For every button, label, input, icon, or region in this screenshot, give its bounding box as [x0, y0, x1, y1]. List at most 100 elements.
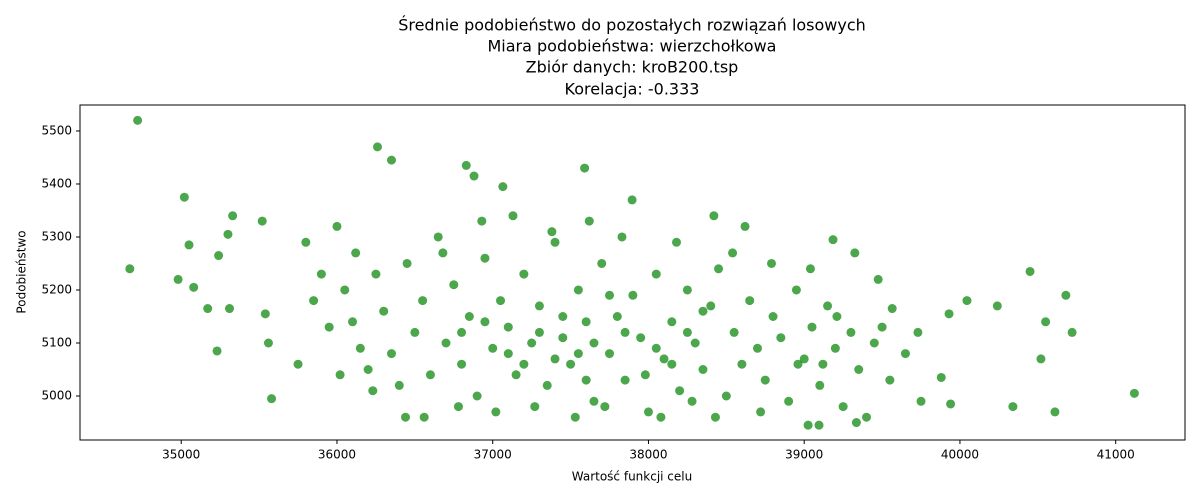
point	[324, 322, 334, 332]
point	[534, 327, 544, 337]
chart-subtitle: Zbiór danych: kroB200.tsp	[526, 58, 739, 77]
y-tick-label: 5100	[41, 335, 72, 349]
x-tick-label: 37000	[474, 448, 512, 462]
point	[728, 248, 738, 258]
point	[488, 343, 498, 353]
point	[293, 359, 303, 369]
point	[818, 359, 828, 369]
point	[714, 264, 724, 274]
y-tick-label: 5000	[41, 389, 72, 403]
point	[469, 171, 479, 181]
point	[441, 338, 451, 348]
point	[675, 386, 685, 396]
point	[830, 343, 840, 353]
point	[368, 386, 378, 396]
point	[184, 240, 194, 250]
point	[793, 359, 803, 369]
point	[851, 418, 861, 428]
point	[581, 375, 591, 385]
point	[667, 359, 677, 369]
point	[214, 251, 224, 261]
point	[419, 412, 429, 422]
point	[828, 235, 838, 245]
point	[472, 391, 482, 401]
point	[527, 338, 537, 348]
point	[729, 327, 739, 337]
point	[503, 322, 513, 332]
x-tick-label: 40000	[941, 448, 979, 462]
point	[491, 407, 501, 417]
point	[371, 269, 381, 279]
point	[1041, 317, 1051, 327]
point	[225, 304, 235, 314]
point	[659, 354, 669, 364]
point	[671, 237, 681, 247]
point	[1061, 290, 1071, 300]
point	[823, 301, 833, 311]
point	[760, 375, 770, 385]
point	[480, 253, 490, 263]
point	[547, 227, 557, 237]
point	[425, 370, 435, 380]
point	[212, 346, 222, 356]
point	[503, 349, 513, 359]
point	[597, 258, 607, 268]
point	[1129, 388, 1139, 398]
point	[394, 380, 404, 390]
point	[550, 237, 560, 247]
point	[643, 407, 653, 417]
point	[1067, 327, 1077, 337]
point	[640, 370, 650, 380]
point	[351, 248, 361, 258]
point	[687, 396, 697, 406]
point	[944, 309, 954, 319]
point	[605, 290, 615, 300]
point	[386, 155, 396, 165]
point	[203, 304, 213, 314]
point	[620, 375, 630, 385]
point	[355, 343, 365, 353]
point	[605, 349, 615, 359]
point	[228, 211, 238, 221]
point	[628, 290, 638, 300]
point	[768, 311, 778, 321]
point	[189, 282, 199, 292]
point	[873, 274, 883, 284]
point	[776, 333, 786, 343]
point	[869, 338, 879, 348]
plot-frame	[79, 104, 1186, 441]
point	[457, 327, 467, 337]
point	[656, 412, 666, 422]
point	[913, 327, 923, 337]
y-tick-label: 5500	[41, 123, 72, 137]
point	[838, 402, 848, 412]
point	[542, 380, 552, 390]
point	[449, 280, 459, 290]
point	[316, 269, 326, 279]
point	[740, 221, 750, 231]
point	[309, 296, 319, 306]
point	[877, 322, 887, 332]
point	[962, 296, 972, 306]
point	[651, 269, 661, 279]
chart-subtitle: Korelacja: -0.333	[565, 80, 700, 99]
point	[620, 327, 630, 337]
chart-title: Średnie podobieństwo do pozostałych rozw…	[398, 16, 866, 35]
point	[698, 306, 708, 316]
point	[709, 211, 719, 221]
point	[850, 248, 860, 258]
point	[752, 343, 762, 353]
point	[457, 359, 467, 369]
point	[379, 306, 389, 316]
point	[511, 370, 521, 380]
point	[566, 359, 576, 369]
point	[600, 402, 610, 412]
point	[992, 301, 1002, 311]
point	[721, 391, 731, 401]
x-tick-label: 41000	[1097, 448, 1135, 462]
point	[617, 232, 627, 242]
point	[1008, 402, 1018, 412]
point	[710, 412, 720, 422]
chart-subtitle: Miara podobieństwa: wierzchołkowa	[488, 37, 777, 56]
